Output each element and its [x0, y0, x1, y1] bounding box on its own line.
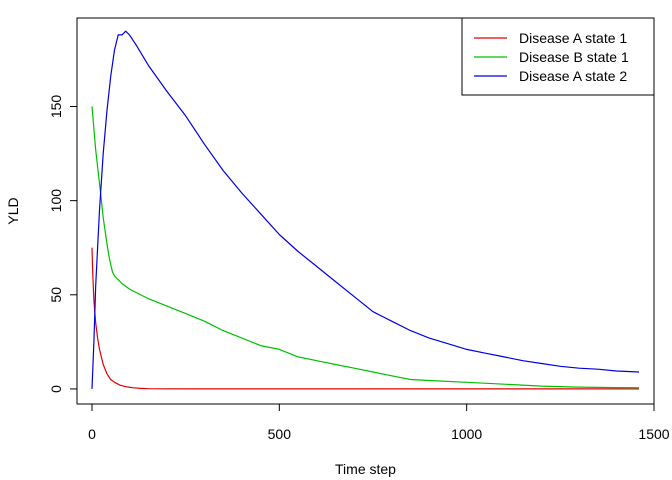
y-tick-label-1: 50 — [48, 287, 64, 303]
x-tick-label-2: 1000 — [451, 426, 482, 442]
legend: Disease A state 1 Disease B state 1 Diseas… — [461, 17, 655, 96]
legend-label-1: Disease A state 1 — [519, 30, 627, 46]
y-tick-label-3: 150 — [48, 95, 64, 119]
y-tick-label-2: 100 — [48, 189, 64, 213]
legend-label-3: Disease A state 2 — [519, 68, 627, 84]
x-tick-label-1: 500 — [268, 426, 292, 442]
series-layer — [91, 30, 640, 390]
y-tick-label-0: 0 — [48, 385, 64, 393]
legend-label-2: Disease B state 1 — [519, 49, 629, 65]
x-axis-label: Time step — [335, 461, 396, 477]
series-line-2 — [91, 106, 640, 389]
series-line-1 — [91, 247, 639, 390]
x-tick-label-0: 0 — [88, 426, 96, 442]
y-axis-label: YLD — [5, 197, 21, 224]
y-axis: 0 50 100 150 — [48, 95, 78, 393]
x-axis: 0 500 1000 1500 — [88, 403, 670, 442]
series-line-3 — [91, 30, 640, 389]
x-tick-label-3: 1500 — [638, 426, 669, 442]
